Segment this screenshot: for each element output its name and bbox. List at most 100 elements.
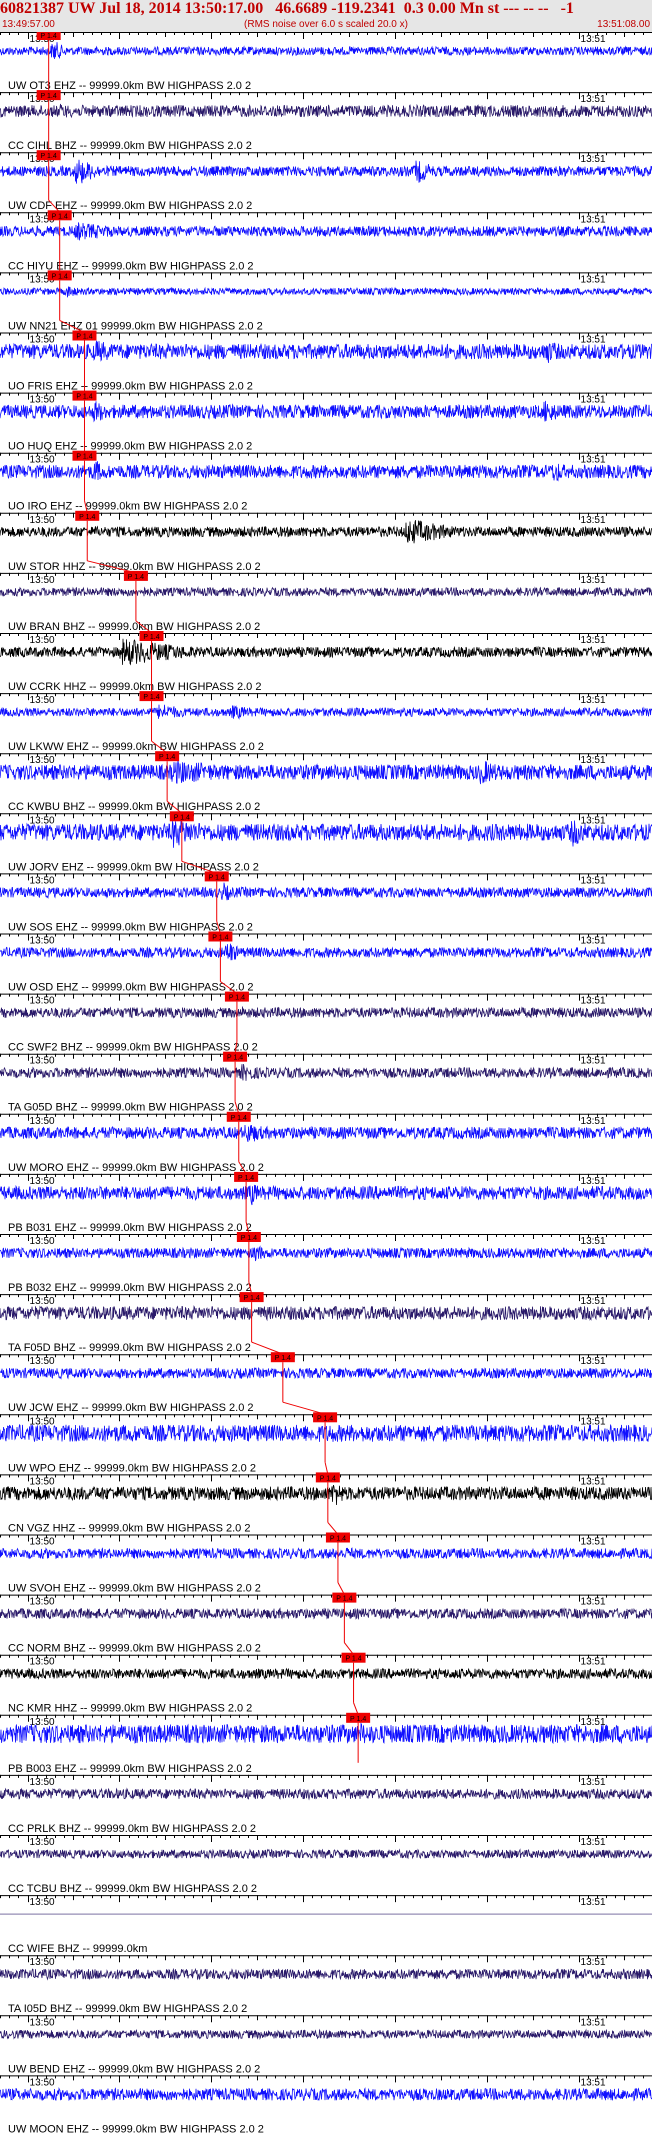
pick-label: P 1.4 [345,1656,361,1663]
time-tick-label: 13:50 [30,1837,55,1848]
pick-label: P 1.4 [52,273,68,280]
time-tick-label: 13:50 [30,455,55,466]
time-tick-label: 13:51 [581,335,606,346]
time-ticks [0,1534,652,1542]
waveform-trace [0,638,652,666]
pick-box [139,631,164,641]
time-tick-label: 13:51 [581,1777,606,1788]
waveform-trace [0,1967,652,1981]
time-ticks [0,1774,652,1782]
pick-box [47,210,72,221]
time-tick-label: 13:51 [581,815,606,826]
time-ticks [0,1173,652,1181]
pick-connector [48,199,61,213]
pick-connector [234,1041,238,1054]
waveform-trace [0,1722,652,1745]
time-tick-label: 13:50 [30,815,55,826]
station-label: CC NORM BHZ -- 99999.0km BW HIGHPASS 2.0… [8,1643,261,1655]
time-tick-label: 13:50 [30,875,55,886]
waveform-trace [0,1547,652,1561]
station-label: CC CIHL BHZ -- 99999.0km BW HIGHPASS 2.0… [8,140,252,152]
time-tick-label: 13:51 [581,1657,606,1668]
pick-box [226,1111,251,1122]
pick-label: P 1.4 [79,514,95,521]
station-label: UW SVOH EHZ -- 99999.0km BW HIGHPASS 2.0… [8,1583,261,1595]
time-ticks [0,993,652,1001]
time-tick-label: 13:50 [30,1356,55,1367]
station-label: CC SWF2 BHZ -- 99999.0km BW HIGHPASS 2.0… [8,1042,258,1054]
pick-box [75,510,100,521]
pick-connector [248,1281,253,1295]
time-tick-label: 13:51 [581,1416,606,1427]
waveform-trace [0,461,652,482]
pick-connector [343,1642,354,1655]
station-label: UO IRO EHZ -- 99999.0km BW HIGHPASS 2.0 … [8,501,247,513]
pick-box [223,1051,248,1062]
time-tick-label: 13:51 [581,274,606,285]
time-ticks [0,813,652,821]
pick-box [239,1292,264,1303]
pick-connector [238,1161,247,1175]
time-tick-label: 13:51 [581,94,606,105]
station-label: UW SOS EHZ -- 99999.0km BW HIGHPASS 2.0 … [8,921,253,933]
window-end-time: 13:51:08.00 [597,19,650,30]
time-tick-label: 13:51 [581,1957,606,1968]
pick-box [325,1532,350,1543]
time-ticks [0,1234,652,1241]
time-ticks [0,32,652,39]
pick-connector [166,800,183,814]
pick-box [139,691,164,702]
pick-connector [151,740,168,754]
time-tick-label: 13:51 [581,1296,606,1307]
time-ticks [0,1474,652,1482]
time-tick-label: 13:50 [30,755,55,766]
time-tick-label: 13:50 [30,1537,55,1548]
pick-box [341,1652,366,1663]
time-tick-label: 13:50 [30,1056,55,1067]
time-ticks [0,933,652,941]
waveform-trace [0,1184,652,1206]
waveform-trace [0,1787,652,1801]
waveform-trace [0,1423,652,1443]
pick-label: P 1.4 [41,93,57,100]
time-ticks [0,212,652,220]
station-label: UW NN21 EHZ 01 99999.0km BW HIGHPASS 2.0… [8,320,263,332]
time-tick-label: 13:51 [581,875,606,886]
pick-connector [87,560,137,574]
waveform-trace [0,1064,652,1081]
pick-label: P 1.4 [41,33,57,40]
time-ticks [0,1895,652,1903]
pick-box [155,751,180,762]
pick-label: P 1.4 [229,995,245,1002]
waveform-trace [0,704,652,720]
pick-box [332,1592,357,1603]
time-ticks [0,1113,652,1121]
pick-label: P 1.4 [143,694,159,701]
time-tick-label: 13:51 [581,515,606,526]
time-tick-label: 13:50 [30,1957,55,1968]
time-tick-label: 13:51 [581,395,606,406]
pick-label: P 1.4 [275,1355,291,1362]
time-tick-label: 13:51 [581,575,606,586]
time-ticks [0,332,652,340]
pick-label: P 1.4 [209,874,225,881]
time-ticks [0,392,652,400]
pick-label: P 1.4 [336,1596,352,1603]
waveform-trace [0,1124,652,1143]
pick-label: P 1.4 [76,394,92,401]
waveform-trace [0,586,652,598]
waveform-trace [0,1366,652,1380]
time-tick-label: 13:51 [581,695,606,706]
station-label: UW MOON EHZ -- 99999.0km BW HIGHPASS 2.0… [8,2123,264,2135]
waveform-trace [0,1484,652,1506]
station-label: CC PRLK BHZ -- 99999.0km BW HIGHPASS 2.0… [8,1823,256,1835]
pick-label: P 1.4 [76,334,92,341]
time-ticks [0,873,652,881]
time-tick-label: 13:50 [30,335,55,346]
pick-box [224,991,249,1002]
pick-box [270,1352,295,1363]
time-tick-label: 13:51 [581,1537,606,1548]
pick-connector [327,1522,339,1535]
time-tick-label: 13:51 [581,1837,606,1848]
time-tick-label: 13:50 [30,1116,55,1127]
